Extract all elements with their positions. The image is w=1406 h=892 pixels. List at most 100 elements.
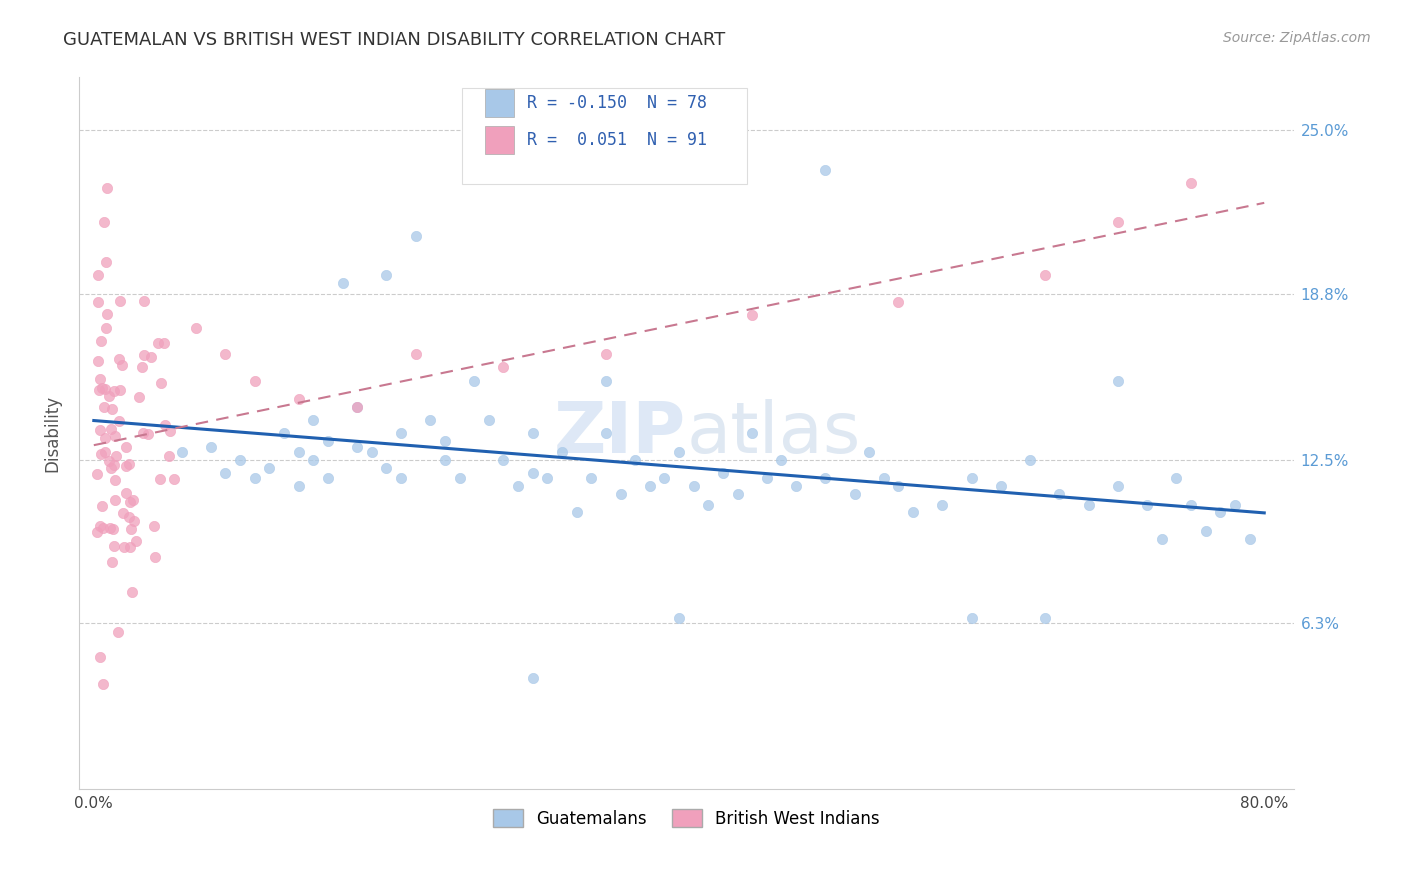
Point [346,440,368,454]
Point [741,426,763,441]
Point [1077,498,1099,512]
Point [316,434,339,449]
Point [858,444,880,458]
Text: GUATEMALAN VS BRITISH WEST INDIAN DISABILITY CORRELATION CHART: GUATEMALAN VS BRITISH WEST INDIAN DISABI… [63,31,725,49]
Point [153,417,176,432]
Point [1107,374,1129,388]
Point [91,677,114,691]
Point [103,384,125,399]
Point [120,541,142,555]
Point [1150,532,1173,546]
Point [186,321,208,335]
Point [375,268,398,282]
Point [844,487,866,501]
Point [960,471,983,485]
FancyBboxPatch shape [485,89,515,118]
Point [316,471,339,485]
Point [143,549,166,564]
Point [86,467,108,481]
Point [1136,498,1159,512]
Point [115,458,138,473]
Text: Source: ZipAtlas.com: Source: ZipAtlas.com [1223,31,1371,45]
Point [668,444,690,458]
Point [1180,498,1202,512]
Point [375,460,398,475]
Point [125,533,148,548]
Text: R = -0.150  N = 78: R = -0.150 N = 78 [527,94,707,112]
Point [111,507,134,521]
Point [360,444,382,458]
Point [1195,524,1218,538]
Point [522,466,544,480]
Point [287,444,309,458]
Point [1033,611,1056,625]
Point [128,390,150,404]
Point [118,509,141,524]
Point [433,452,456,467]
Point [98,521,121,535]
Point [1209,505,1232,519]
Point [741,308,763,322]
Point [405,228,427,243]
Point [287,392,309,406]
Point [506,479,529,493]
Point [87,383,110,397]
Point [1239,532,1261,546]
Point [419,413,441,427]
FancyBboxPatch shape [485,126,515,154]
Point [94,445,117,459]
Point [492,360,515,375]
Point [132,348,155,362]
Point [433,434,456,449]
Point [463,374,485,388]
Point [214,347,236,361]
Point [107,625,129,640]
Point [136,427,159,442]
Point [108,351,131,366]
Point [91,500,114,514]
Point [110,358,132,372]
Point [346,400,368,414]
Legend: Guatemalans, British West Indians: Guatemalans, British West Indians [486,803,886,834]
Point [1033,268,1056,282]
Point [121,493,143,508]
Point [901,505,924,519]
Point [755,471,778,485]
Point [814,162,837,177]
Point [346,400,368,414]
Point [89,650,111,665]
Text: ZIP: ZIP [554,399,686,467]
Point [118,458,141,472]
Point [990,479,1012,493]
Point [100,461,122,475]
Point [103,539,125,553]
Point [104,473,127,487]
Point [141,350,163,364]
Point [785,479,807,493]
Point [668,611,690,625]
Point [157,449,180,463]
Point [449,471,471,485]
Point [551,444,574,458]
Point [115,486,138,500]
Point [229,452,252,467]
Point [243,374,266,388]
Point [931,498,953,512]
Point [89,423,111,437]
Point [1166,471,1188,485]
Point [1223,498,1246,512]
Point [89,372,111,386]
Point [86,524,108,539]
Point [132,425,155,440]
Point [86,354,108,368]
Point [960,611,983,625]
Point [770,452,793,467]
Text: atlas: atlas [686,399,860,467]
Point [87,268,110,282]
Point [108,414,131,428]
Y-axis label: Disability: Disability [44,395,60,472]
Point [149,472,172,486]
Point [159,424,181,438]
Point [96,307,118,321]
Point [104,429,127,443]
